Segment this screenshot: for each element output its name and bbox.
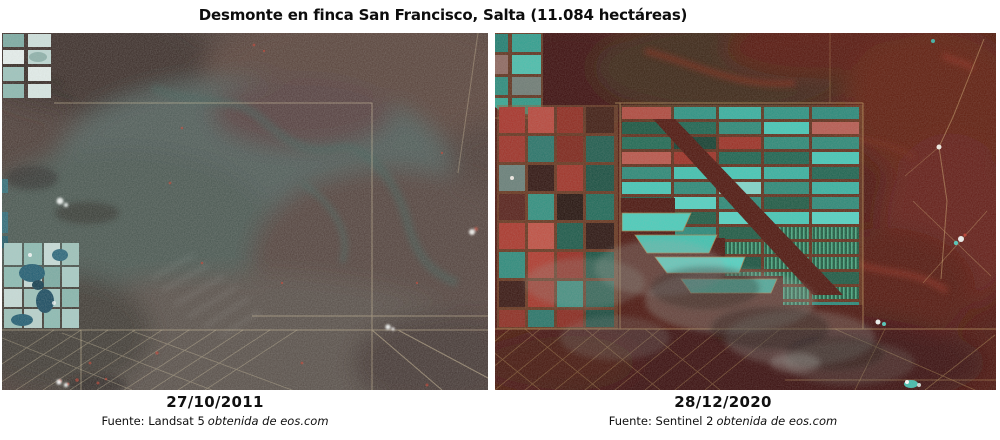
image-grain [2,33,488,390]
caption-after: 28/12/2020 Fuente: Sentinel 2 obtenida de… [573,393,873,428]
caption-before: 27/10/2011 Fuente: Landsat 5 obtenida de … [65,393,365,428]
satellite-image-sentinel2-2020 [495,33,996,390]
source-after: Fuente: Sentinel 2 obtenida de eos.com [573,414,873,428]
satellite-image-landsat5-2011 [2,33,488,390]
satellite-panel-after [495,33,996,390]
satellite-panel-before [2,33,488,390]
source-after-text: Fuente: Sentinel 2 [608,414,714,428]
source-before-text: Fuente: Landsat 5 [101,414,205,428]
figure-title: Desmonte en finca San Francisco, Salta (… [198,6,688,24]
source-after-italic: obtenida de eos.com [716,414,838,428]
source-before: Fuente: Landsat 5 obtenida de eos.com [65,414,365,428]
date-after: 28/12/2020 [674,393,772,411]
image-grain [495,33,996,390]
source-before-italic: obtenida de eos.com [207,414,329,428]
date-before: 27/10/2011 [166,393,264,411]
